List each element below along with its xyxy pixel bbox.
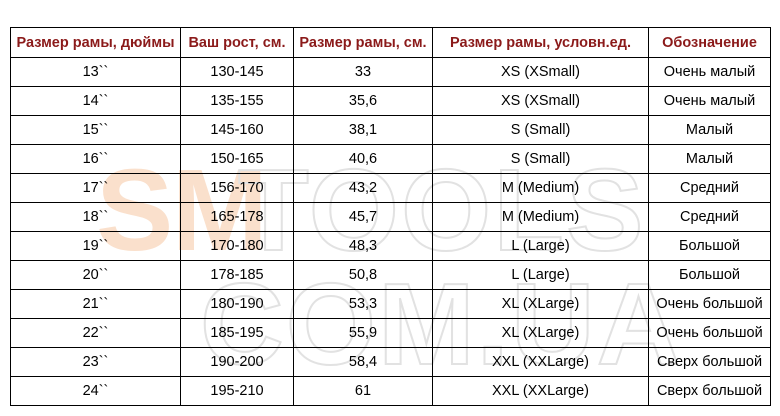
cell-designation: Большой (648, 260, 771, 290)
table-row: 16`` 150-165 40,6 S (Small) Малый (10, 144, 771, 174)
table-row: 22`` 185-195 55,9 XL (XLarge) Очень большой (10, 318, 771, 348)
column-header-designation: Обозначение (648, 27, 771, 58)
cell-your-height-cm: 156-170 (180, 173, 294, 203)
frame-size-table: Размер рамы, дюймы Ваш рост, см. Размер … (10, 27, 771, 406)
table-row: 17`` 156-170 43,2 M (Medium) Средний (10, 173, 771, 203)
cell-frame-size-inches: 18`` (10, 202, 181, 232)
cell-designation: Очень большой (648, 318, 771, 348)
cell-frame-size-inches: 24`` (10, 376, 181, 406)
cell-frame-size-inches: 15`` (10, 115, 181, 145)
cell-frame-size-inches: 19`` (10, 231, 181, 261)
cell-frame-size-inches: 17`` (10, 173, 181, 203)
cell-frame-size-cm: 48,3 (293, 231, 433, 261)
table-row: 19`` 170-180 48,3 L (Large) Большой (10, 231, 771, 261)
cell-your-height-cm: 150-165 (180, 144, 294, 174)
table-body: 13`` 130-145 33 XS (XSmall) Очень малый 14`` 1… (10, 57, 771, 406)
cell-frame-size-units: S (Small) (432, 115, 649, 145)
cell-designation: Малый (648, 144, 771, 174)
cell-frame-size-units: XS (XSmall) (432, 86, 649, 116)
frame-size-table-container: Размер рамы, дюймы Ваш рост, см. Размер … (10, 27, 771, 406)
table-row: 14`` 135-155 35,6 XS (XSmall) Очень малый (10, 86, 771, 116)
cell-your-height-cm: 180-190 (180, 289, 294, 319)
cell-your-height-cm: 195-210 (180, 376, 294, 406)
cell-your-height-cm: 130-145 (180, 57, 294, 87)
cell-your-height-cm: 185-195 (180, 318, 294, 348)
column-header-frame-size-units: Размер рамы, условн.ед. (432, 27, 649, 58)
cell-frame-size-units: XXL (XXLarge) (432, 347, 649, 377)
cell-frame-size-units: M (Medium) (432, 202, 649, 232)
table-row: 15`` 145-160 38,1 S (Small) Малый (10, 115, 771, 145)
cell-frame-size-units: XS (XSmall) (432, 57, 649, 87)
cell-designation: Очень малый (648, 57, 771, 87)
cell-designation: Очень малый (648, 86, 771, 116)
cell-your-height-cm: 170-180 (180, 231, 294, 261)
cell-frame-size-inches: 21`` (10, 289, 181, 319)
cell-your-height-cm: 178-185 (180, 260, 294, 290)
cell-frame-size-cm: 55,9 (293, 318, 433, 348)
cell-frame-size-units: S (Small) (432, 144, 649, 174)
table-row: 23`` 190-200 58,4 XXL (XXLarge) Сверх большо… (10, 347, 771, 377)
column-header-frame-size-cm: Размер рамы, см. (293, 27, 433, 58)
table-row: 13`` 130-145 33 XS (XSmall) Очень малый (10, 57, 771, 87)
cell-your-height-cm: 145-160 (180, 115, 294, 145)
cell-your-height-cm: 165-178 (180, 202, 294, 232)
cell-designation: Сверх большой (648, 376, 771, 406)
table-row: 24`` 195-210 61 XXL (XXLarge) Сверх большой (10, 376, 771, 406)
cell-frame-size-inches: 22`` (10, 318, 181, 348)
cell-frame-size-cm: 33 (293, 57, 433, 87)
cell-designation: Средний (648, 173, 771, 203)
cell-designation: Средний (648, 202, 771, 232)
cell-frame-size-inches: 23`` (10, 347, 181, 377)
cell-frame-size-cm: 43,2 (293, 173, 433, 203)
cell-designation: Малый (648, 115, 771, 145)
cell-frame-size-cm: 61 (293, 376, 433, 406)
cell-frame-size-cm: 35,6 (293, 86, 433, 116)
cell-frame-size-inches: 14`` (10, 86, 181, 116)
cell-frame-size-inches: 20`` (10, 260, 181, 290)
cell-frame-size-cm: 40,6 (293, 144, 433, 174)
cell-your-height-cm: 190-200 (180, 347, 294, 377)
cell-frame-size-cm: 58,4 (293, 347, 433, 377)
cell-frame-size-inches: 16`` (10, 144, 181, 174)
column-header-frame-size-inches: Размер рамы, дюймы (10, 27, 181, 58)
cell-designation: Сверх большой (648, 347, 771, 377)
cell-frame-size-cm: 38,1 (293, 115, 433, 145)
cell-frame-size-cm: 53,3 (293, 289, 433, 319)
cell-designation: Очень большой (648, 289, 771, 319)
cell-your-height-cm: 135-155 (180, 86, 294, 116)
cell-frame-size-inches: 13`` (10, 57, 181, 87)
column-header-your-height-cm: Ваш рост, см. (180, 27, 294, 58)
table-header-row: Размер рамы, дюймы Ваш рост, см. Размер … (10, 27, 771, 58)
table-row: 20`` 178-185 50,8 L (Large) Большой (10, 260, 771, 290)
cell-frame-size-units: L (Large) (432, 260, 649, 290)
cell-frame-size-units: M (Medium) (432, 173, 649, 203)
cell-frame-size-units: XL (XLarge) (432, 318, 649, 348)
cell-designation: Большой (648, 231, 771, 261)
table-header: Размер рамы, дюймы Ваш рост, см. Размер … (10, 27, 771, 58)
cell-frame-size-units: XXL (XXLarge) (432, 376, 649, 406)
table-row: 21`` 180-190 53,3 XL (XLarge) Очень большой (10, 289, 771, 319)
table-row: 18`` 165-178 45,7 M (Medium) Средний (10, 202, 771, 232)
cell-frame-size-cm: 50,8 (293, 260, 433, 290)
cell-frame-size-units: XL (XLarge) (432, 289, 649, 319)
cell-frame-size-units: L (Large) (432, 231, 649, 261)
cell-frame-size-cm: 45,7 (293, 202, 433, 232)
